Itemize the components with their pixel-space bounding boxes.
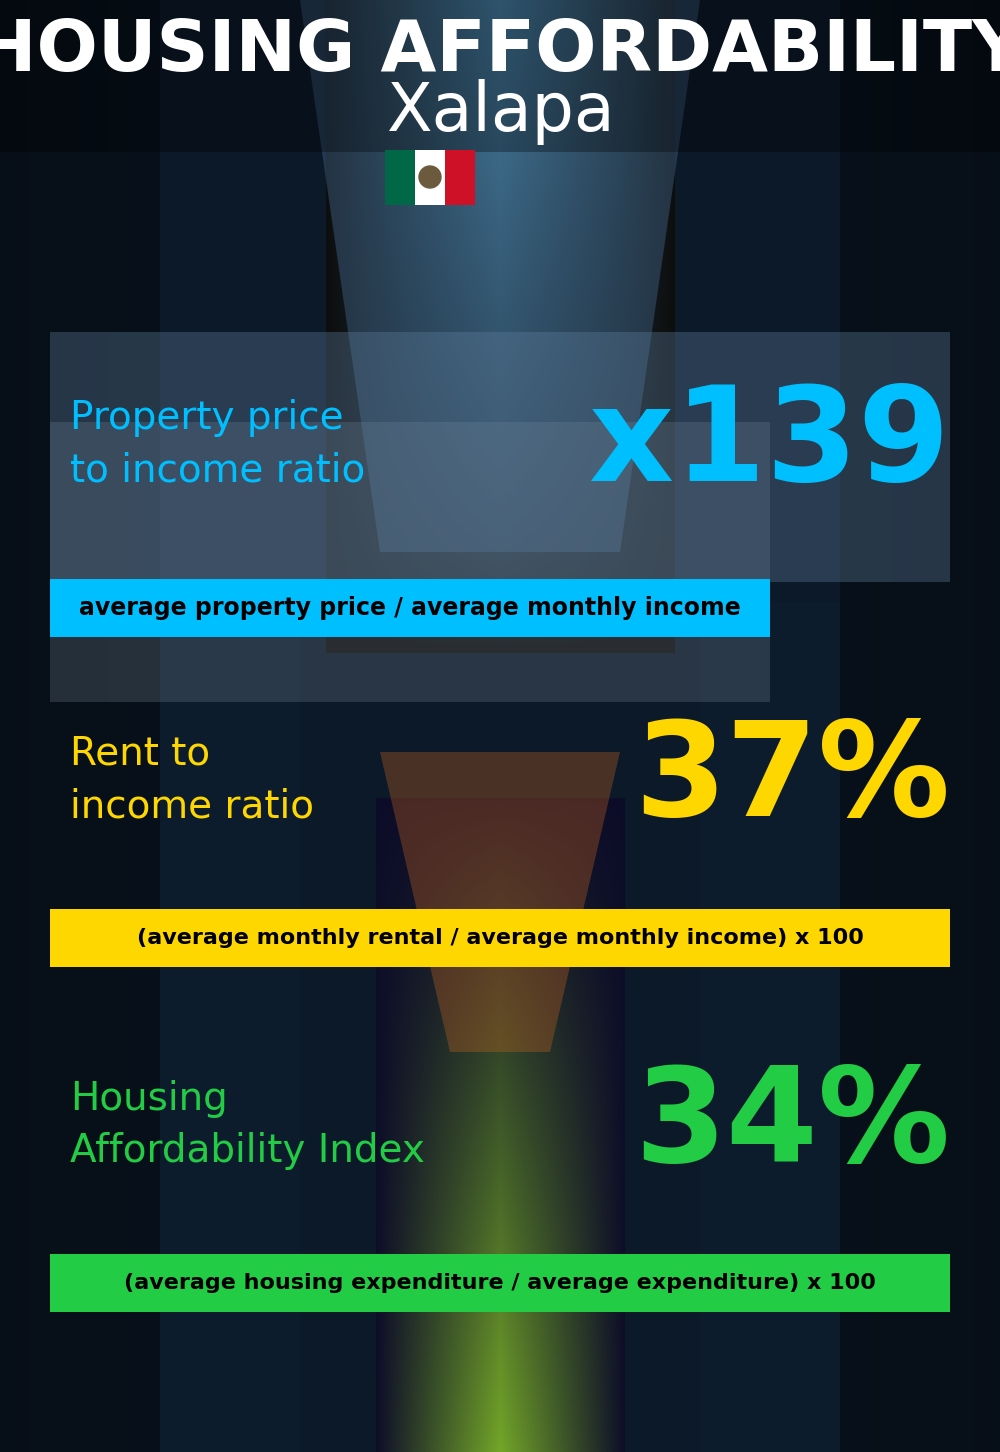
Text: Property price
to income ratio: Property price to income ratio (70, 399, 365, 489)
Bar (0, 0, 160, 1452)
Text: Housing
Affordability Index: Housing Affordability Index (70, 1079, 425, 1170)
Text: Xalapa: Xalapa (386, 78, 614, 145)
Text: HOUSING AFFORDABILITY: HOUSING AFFORDABILITY (0, 17, 1000, 87)
Bar (50, 333, 950, 582)
Bar (50, 909, 950, 967)
Polygon shape (300, 0, 700, 552)
Bar (840, 0, 1000, 1452)
Text: average property price / average monthly income: average property price / average monthly… (79, 595, 741, 620)
Text: Rent to
income ratio: Rent to income ratio (70, 735, 314, 826)
Bar (385, 150, 415, 205)
Bar (415, 150, 445, 205)
Bar (50, 423, 770, 701)
Bar (50, 1255, 950, 1313)
Text: x139: x139 (589, 380, 950, 508)
Bar (160, 603, 300, 1452)
Text: 34%: 34% (634, 1061, 950, 1189)
Text: 37%: 37% (634, 716, 950, 844)
Bar (0, 0, 1000, 152)
Bar (445, 150, 475, 205)
Bar (700, 603, 840, 1452)
Text: (average housing expenditure / average expenditure) x 100: (average housing expenditure / average e… (124, 1273, 876, 1292)
Text: (average monthly rental / average monthly income) x 100: (average monthly rental / average monthl… (137, 928, 863, 948)
Bar (50, 579, 770, 637)
Polygon shape (380, 752, 620, 1053)
Circle shape (419, 166, 441, 187)
